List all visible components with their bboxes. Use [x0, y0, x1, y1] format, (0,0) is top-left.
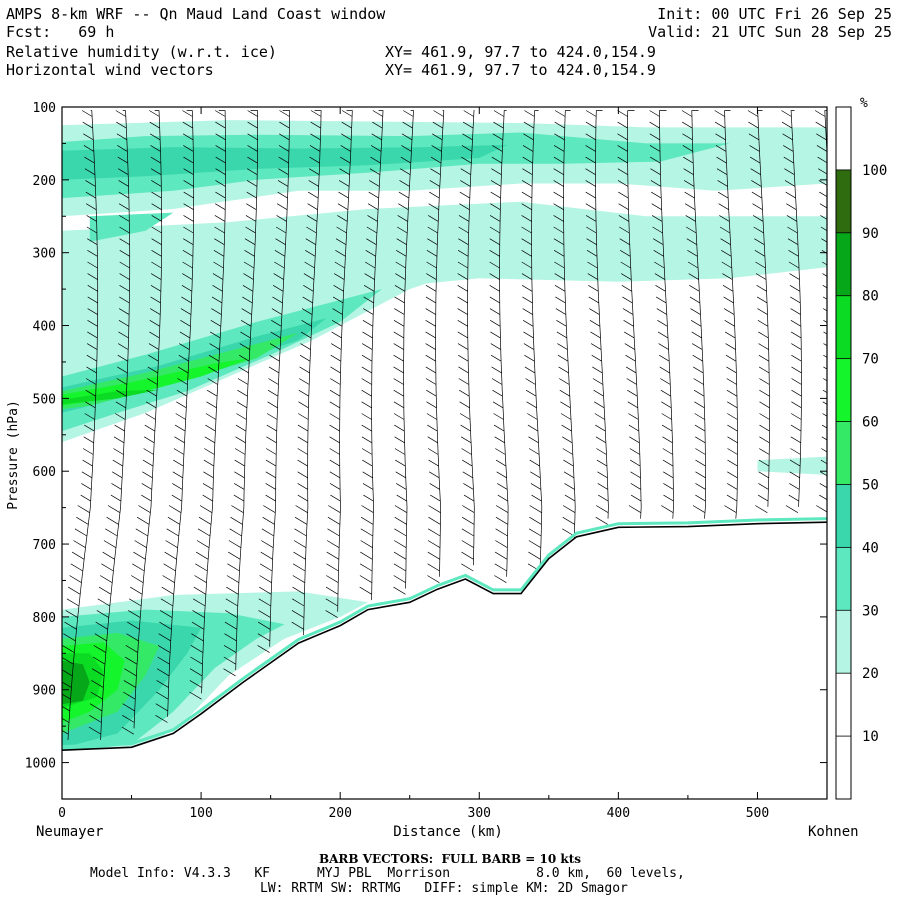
init-time: Init: 00 UTC Fri 26 Sep 25 [657, 5, 892, 23]
chart-title: AMPS 8-km WRF -- Qn Maud Land Coast wind… [6, 5, 386, 23]
wind-barb-staffs [62, 110, 827, 741]
axes: 100 200 300 400 500 600 700 800 900 1000 0 100 200 30… [25, 101, 827, 821]
xy-range-rh: XY= 461.9, 97.7 to 424.0,154.9 [385, 43, 656, 61]
colorbar-label: 90 [862, 226, 879, 242]
forecast-hour: Fcst: 69 h [6, 23, 115, 41]
colorbar-bin [836, 484, 851, 548]
terrain-surface-line [62, 521, 827, 751]
colorbar-bin [836, 232, 851, 296]
colorbar-bin [836, 295, 851, 359]
rh-upper-core-50 [62, 144, 508, 180]
humidity-shading [62, 120, 827, 752]
x-axis-label: Distance (km) [393, 824, 503, 840]
x-tick-label: 0 [58, 806, 66, 821]
colorbar-label: 100 [862, 163, 887, 179]
model-info-line-2: LW: RRTM SW: RRTMG DIFF: simple KM: 2D S… [260, 881, 628, 896]
colorbar-bin [836, 169, 851, 233]
y-tick-label: 100 [33, 101, 56, 116]
y-tick-label: 600 [33, 465, 56, 480]
wind-barbs [62, 110, 827, 741]
colorbar-bin [836, 610, 851, 674]
terrain-layer [62, 517, 827, 799]
colorbar-label: 30 [862, 603, 879, 619]
y-tick-label: 900 [33, 684, 56, 699]
y-tick-label: 1000 [25, 757, 56, 772]
y-tick-label: 400 [33, 320, 56, 335]
colorbar-label: 70 [862, 352, 879, 368]
colorbar-units: % [860, 96, 868, 111]
y-axis-label: Pressure (hPa) [6, 400, 21, 510]
y-tick-label: 200 [33, 174, 56, 189]
x-tick-label: 300 [468, 806, 491, 821]
y-tick-label: 800 [33, 611, 56, 626]
colorbar-label: 20 [862, 666, 879, 682]
colorbar-bin [836, 358, 851, 422]
rh-patch-30 [757, 456, 827, 475]
rh-mid-band-30 [62, 201, 827, 377]
y-tick-label: 500 [33, 392, 56, 407]
neumayer-label: Neumayer [36, 824, 103, 840]
colorbar-bin [836, 673, 851, 737]
field-label-wind: Horizontal wind vectors [6, 61, 214, 79]
field-label-rh: Relative humidity (w.r.t. ice) [6, 43, 277, 61]
y-tick-label: 300 [33, 247, 56, 262]
rh-plume-80 [62, 389, 160, 405]
y-tick-label: 700 [33, 538, 56, 553]
colorbar-bin [836, 547, 851, 611]
terrain-fill [62, 522, 827, 799]
x-tick-label: 200 [328, 806, 351, 821]
colorbar-label: 80 [862, 289, 879, 305]
colorbar-label: 10 [862, 729, 879, 745]
rh-lowlevel-90 [62, 660, 90, 705]
valid-time: Valid: 21 UTC Sun 28 Sep 25 [648, 23, 892, 41]
colorbar: 10 20 30 40 50 60 70 80 90 100% [835, 96, 887, 800]
xy-range-wind: XY= 461.9, 97.7 to 424.0,154.9 [385, 61, 656, 79]
colorbar-label: 40 [862, 540, 879, 556]
kohnen-label: Kohnen [808, 824, 859, 840]
x-tick-label: 400 [607, 806, 630, 821]
colorbar-frame [835, 106, 852, 800]
colorbar-bin [836, 421, 851, 485]
x-tick-label: 100 [189, 806, 212, 821]
rh-upper-patch-40 [89, 212, 174, 242]
barb-legend: BARB VECTORS: FULL BARB = 10 kts [318, 852, 582, 866]
plot-frame [61, 106, 828, 800]
colorbar-label: 60 [862, 415, 879, 431]
surface-humidity-fringe [62, 517, 827, 749]
colorbar-label: 50 [862, 477, 879, 493]
x-tick-label: 500 [746, 806, 769, 821]
model-info-line-1: Model Info: V4.3.3 KF MYJ PBL Morrison 8… [90, 866, 685, 881]
